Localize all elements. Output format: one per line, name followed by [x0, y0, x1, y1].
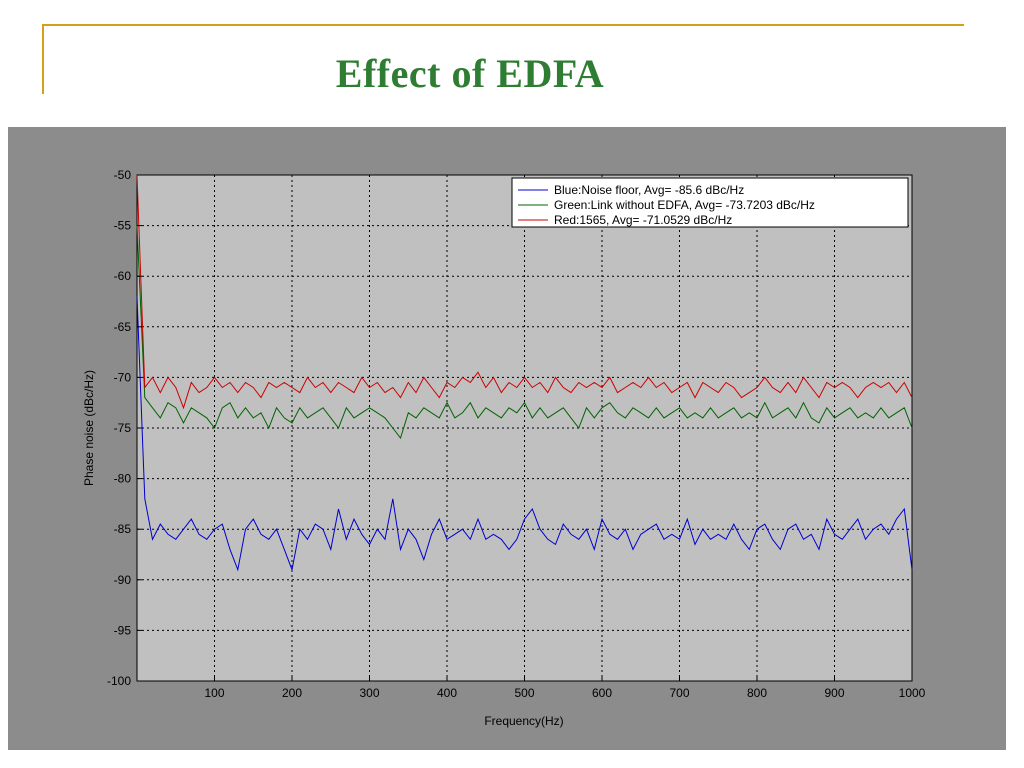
legend-entry-red: Red:1565, Avg= -71.0529 dBc/Hz [554, 213, 732, 227]
series-line-green [136, 225, 913, 440]
x-axis-label: Frequency(Hz) [484, 714, 563, 728]
axis-ticks: 100 200 300 400 500 600 700 800 900 1000 -50 -55 -60… [107, 168, 926, 700]
phase-noise-chart: 100 200 300 400 500 600 700 800 900 1000 -50 -55 -60… [82, 168, 926, 728]
y-tick-label: -65 [114, 320, 132, 334]
series-line-blue [136, 296, 913, 572]
y-tick-label: -75 [114, 421, 132, 435]
y-tick-label: -95 [114, 623, 132, 637]
y-tick-label: -80 [114, 472, 132, 486]
y-tick-label: -70 [114, 370, 132, 384]
x-tick-label: 800 [747, 686, 767, 700]
legend-entry-green: Green:Link without EDFA, Avg= -73.7203 d… [554, 198, 815, 212]
y-tick-label: -60 [114, 269, 132, 283]
x-tick-label: 100 [204, 686, 224, 700]
grid [137, 175, 912, 681]
y-tick-label: -90 [114, 573, 132, 587]
series-line-red [136, 174, 913, 410]
y-tick-label: -85 [114, 522, 132, 536]
x-tick-label: 700 [669, 686, 689, 700]
series-lines [136, 174, 913, 572]
y-axis-label: Phase noise (dBc/Hz) [82, 370, 96, 486]
slide-left-rule [42, 24, 44, 94]
y-tick-label: -100 [107, 674, 131, 688]
x-tick-label: 300 [359, 686, 379, 700]
x-tick-label: 500 [514, 686, 534, 700]
x-tick-label: 900 [824, 686, 844, 700]
x-tick-label: 200 [282, 686, 302, 700]
slide-top-rule [42, 24, 964, 26]
slide-title: Effect of EDFA [335, 51, 605, 96]
x-tick-label: 400 [437, 686, 457, 700]
legend-entry-blue: Blue:Noise floor, Avg= -85.6 dBc/Hz [554, 183, 744, 197]
y-tick-label: -55 [114, 219, 132, 233]
x-tick-label: 600 [592, 686, 612, 700]
legend: Blue:Noise floor, Avg= -85.6 dBc/Hz Gree… [511, 177, 909, 228]
legend-box [511, 177, 909, 228]
x-tick-label: 1000 [899, 686, 926, 700]
y-tick-label: -50 [114, 168, 132, 182]
